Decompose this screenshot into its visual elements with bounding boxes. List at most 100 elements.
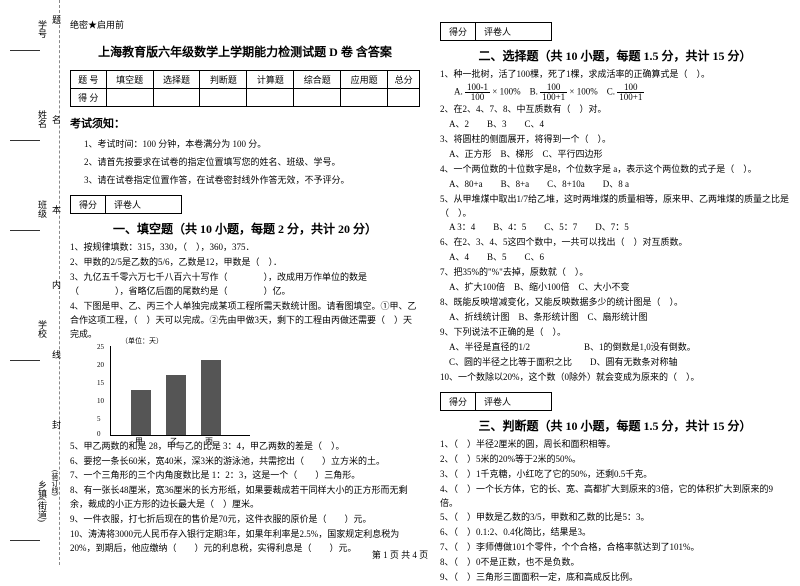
th: 题 号 xyxy=(71,71,107,89)
ylabel: 10 xyxy=(97,397,104,405)
q: 5、从甲堆煤中取出1/7给乙堆，这时两堆煤的质量相等，原来甲、乙两堆煤的质量之比… xyxy=(440,193,790,221)
q: C、圆的半径之比等于面积之比 D、圆有无数条对称轴 xyxy=(440,356,790,370)
section2-title: 二、选择题（共 10 小题，每题 1.5 分，共计 15 分） xyxy=(440,47,790,64)
guide: 题 xyxy=(50,15,63,24)
binding-label: 乡镇(街道) xyxy=(36,480,49,522)
ylabel: 15 xyxy=(97,379,104,387)
label: 评卷人 xyxy=(476,393,551,410)
q: 3、（ ）1千克糖，小红吃了它的50%，还剩0.5千克。 xyxy=(440,468,790,482)
exam-title: 上海教育版六年级数学上学期能力检测试题 D 卷 含答案 xyxy=(70,43,420,60)
fraction: 100100+1 xyxy=(540,83,567,102)
q: A、半径是直径的1/2 B、1的倒数是1,0没有倒数。 xyxy=(440,341,790,355)
score-table: 题 号 填空题 选择题 判断题 计算题 综合题 应用题 总分 得 分 xyxy=(70,70,420,107)
binding-line xyxy=(10,230,40,231)
q: 3、九亿五千零六万七千八百六十写作（ ），改成用万作单位的数是（ ），省略亿后面… xyxy=(70,271,420,299)
q: 9、一件衣服，打七折后现在的售价是70元，这件衣服的原价是（ ）元。 xyxy=(70,513,420,527)
td xyxy=(200,89,247,107)
bar-chart: （单位：天） 25 20 15 10 5 0 甲 乙 丙 xyxy=(110,346,250,436)
table-row: 题 号 填空题 选择题 判断题 计算题 综合题 应用题 总分 xyxy=(71,71,420,89)
bar-jia xyxy=(131,390,151,435)
binding-label: 学号 xyxy=(36,20,49,38)
q: A 3：4 B、4：5 C、5：7 D、7：5 xyxy=(440,221,790,235)
xlabel: 甲 xyxy=(135,436,143,447)
bar-bing xyxy=(201,360,221,435)
th: 综合题 xyxy=(294,71,341,89)
opt: B. xyxy=(530,87,538,97)
q: 1、种一批树，活了100棵，死了1棵，求成活率的正确算式是（ ）。 xyxy=(440,68,790,82)
label: 得分 xyxy=(71,196,106,213)
td xyxy=(106,89,153,107)
page-content: 绝密★启用前 上海教育版六年级数学上学期能力检测试题 D 卷 含答案 题 号 填… xyxy=(70,18,790,586)
tail: × 100% xyxy=(492,87,520,97)
guide: 本 xyxy=(50,205,63,214)
label: 得分 xyxy=(441,23,476,40)
q: 7、把35%的"%"去掉，原数就（ ）。 xyxy=(440,266,790,280)
q: 4、（ ）一个长方体，它的长、宽、高都扩大到原来的3倍，它的体积扩大到原来的9倍… xyxy=(440,483,790,511)
score-mini-box: 得分 评卷人 xyxy=(440,22,552,41)
binding-label: 班级 xyxy=(36,200,49,218)
q: 1、（ ）半径2厘米的圆，周长和面积相等。 xyxy=(440,438,790,452)
q: 6、（ ）0.1:2、0.4化简比，结果是3。 xyxy=(440,526,790,540)
binding-line xyxy=(10,50,40,51)
q: 8、既能反映增减变化，又能反映数据多少的统计图是（ ）。 xyxy=(440,296,790,310)
th: 应用题 xyxy=(341,71,388,89)
td xyxy=(247,89,294,107)
binding-line xyxy=(10,540,40,541)
q: 10、一个数除以20%，这个数（0除外）就会变成为原来的（ ）。 xyxy=(440,371,790,385)
th: 计算题 xyxy=(247,71,294,89)
q: A、扩大100倍 B、缩小100倍 C、大小不变 xyxy=(440,281,790,295)
q: A、正方形 B、梯形 C、平行四边形 xyxy=(440,148,790,162)
q: A、2 B、3 C、4 xyxy=(440,118,790,132)
binding-line xyxy=(10,360,40,361)
q: 9、（ ）三角形三面面积一定，底和高成反比例。 xyxy=(440,571,790,585)
td: 得 分 xyxy=(71,89,107,107)
guide: 内 xyxy=(50,280,63,289)
q: 2、在2、4、7、8、中互质数有（ ）对。 xyxy=(440,103,790,117)
chart-unit: （单位：天） xyxy=(121,336,163,346)
binding-line xyxy=(10,140,40,141)
th: 选择题 xyxy=(153,71,200,89)
q: A、折线统计图 B、条形统计图 C、扇形统计图 xyxy=(440,311,790,325)
ylabel: 20 xyxy=(97,361,104,369)
label: 评卷人 xyxy=(106,196,181,213)
q: 6、在2、3、4、5这四个数中，一共可以找出（ ）对互质数。 xyxy=(440,236,790,250)
th: 填空题 xyxy=(106,71,153,89)
q: 4、一个两位数的十位数字是8，个位数字是 a，表示这个两位数的式子是（ ）。 xyxy=(440,163,790,177)
xlabel: 丙 xyxy=(205,436,213,447)
td xyxy=(153,89,200,107)
notice-item: 2、请首先按要求在试卷的指定位置填写您的姓名、班级、学号。 xyxy=(84,155,420,168)
fraction: 100100+1 xyxy=(617,83,644,102)
guide: 封 xyxy=(50,420,63,429)
binding-label: 姓名 xyxy=(36,110,49,128)
opt: C. xyxy=(607,87,615,97)
q: 3、将圆柱的侧面展开，将得到一个（ ）。 xyxy=(440,133,790,147)
page-footer: 第 1 页 共 4 页 xyxy=(0,548,800,561)
q: 2、甲数的2/5是乙数的5/6，乙数是12，甲数是（ ）． xyxy=(70,256,420,270)
notice-item: 1、考试时间：100 分钟，本卷满分为 100 分。 xyxy=(84,137,420,150)
q-options: A. 100-1100 × 100% B. 100100+1 × 100% C.… xyxy=(454,83,790,102)
label: 得分 xyxy=(441,393,476,410)
tail: × 100% xyxy=(569,87,597,97)
notice-title: 考试须知： xyxy=(70,115,420,131)
ylabel: 5 xyxy=(97,415,101,423)
q: 5、（ ）甲数是乙数的3/5，甲数和乙数的比是5：3。 xyxy=(440,511,790,525)
opt: A. xyxy=(454,87,463,97)
left-column: 绝密★启用前 上海教育版六年级数学上学期能力检测试题 D 卷 含答案 题 号 填… xyxy=(70,18,420,586)
score-mini-box: 得分 评卷人 xyxy=(70,195,182,214)
table-row: 得 分 xyxy=(71,89,420,107)
section1-title: 一、填空题（共 10 小题，每题 2 分，共计 20 分） xyxy=(70,220,420,237)
guide: 名 xyxy=(50,115,63,124)
notice-list: 1、考试时间：100 分钟，本卷满分为 100 分。 2、请首先按要求在试卷的指… xyxy=(70,137,420,186)
binding-margin: 学号 姓名 班级 学校 乡镇(街道) 题 名 本 内 线 封 (装订线) xyxy=(0,0,60,565)
td xyxy=(294,89,341,107)
guide: (装订线) xyxy=(50,470,60,496)
q: 7、一个三角形的三个内角度数比是 1：2：3，这是一个（ ）三角形。 xyxy=(70,469,420,483)
label: 评卷人 xyxy=(476,23,551,40)
binding-label: 学校 xyxy=(36,320,49,338)
notice-item: 3、请在试卷指定位置作答，在试卷密封线外作答无效，不予评分。 xyxy=(84,173,420,186)
guide: 线 xyxy=(50,350,63,359)
q: 2、（ ）5米的20%等于2米的50%。 xyxy=(440,453,790,467)
q: A、80+a B、8+a C、8+10a D、8 a xyxy=(440,178,790,192)
th: 总分 xyxy=(388,71,420,89)
score-mini-box: 得分 评卷人 xyxy=(440,392,552,411)
